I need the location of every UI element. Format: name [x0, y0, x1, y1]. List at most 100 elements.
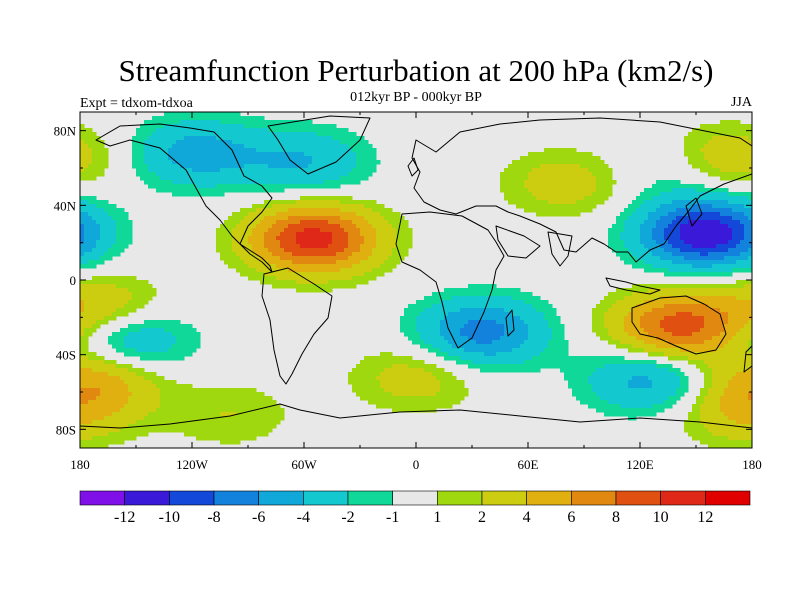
contour-cell — [464, 348, 513, 353]
contour-cell — [144, 156, 169, 161]
contour-cell — [512, 348, 545, 353]
contour-cell — [536, 212, 581, 217]
contour-cell — [512, 160, 605, 165]
contour-cell — [80, 132, 97, 137]
contour-cell — [168, 148, 257, 153]
contour-cell — [700, 168, 721, 173]
contour-cell — [684, 256, 725, 261]
contour-cell — [748, 396, 752, 401]
contour-cell — [744, 236, 752, 241]
contour-cell — [544, 148, 577, 153]
contour-cell — [704, 384, 713, 389]
contour-cell — [432, 372, 453, 377]
contour-cell — [356, 160, 381, 165]
contour-cell — [380, 372, 433, 377]
contour-cell — [588, 376, 633, 381]
contour-cell — [552, 328, 565, 333]
contour-cell — [80, 320, 97, 325]
contour-cell — [692, 436, 729, 441]
contour-cell — [92, 324, 101, 329]
contour-cell — [724, 392, 749, 397]
contour-cell — [292, 252, 337, 257]
contour-cell — [564, 376, 589, 381]
contour-cell — [296, 200, 341, 205]
contour-cell — [580, 400, 609, 405]
contour-cell — [500, 172, 529, 177]
contour-cell — [720, 308, 752, 313]
contour-cell — [656, 364, 673, 369]
contour-cell — [724, 388, 752, 393]
contour-cell — [552, 332, 565, 337]
contour-cell — [152, 132, 317, 137]
contour-cell — [252, 244, 265, 249]
contour-cell — [88, 164, 109, 169]
contour-cell — [536, 196, 585, 201]
contour-cell — [92, 248, 109, 253]
contour-cell — [656, 240, 669, 245]
contour-cell — [648, 352, 665, 357]
contour-cell — [80, 400, 89, 405]
contour-cell — [336, 260, 361, 265]
contour-cell — [660, 296, 737, 301]
contour-cell — [260, 220, 277, 225]
contour-cell — [280, 244, 301, 249]
contour-cell — [628, 332, 649, 337]
contour-cell — [112, 244, 129, 249]
contour-cell — [92, 156, 109, 161]
contour-cell — [132, 152, 145, 157]
contour-cell — [400, 320, 417, 325]
contour-cell — [100, 236, 117, 241]
contour-cell — [272, 204, 365, 209]
contour-cell — [652, 228, 665, 233]
contour-cell — [80, 420, 93, 425]
contour-cell — [544, 312, 557, 317]
contour-cell — [92, 436, 137, 441]
contour-cell — [668, 340, 705, 345]
contour-cell — [436, 392, 469, 397]
contour-cell — [128, 396, 161, 401]
contour-cell — [80, 264, 97, 269]
contour-cell — [264, 216, 289, 221]
contour-cell — [636, 256, 661, 261]
contour-cell — [136, 128, 157, 133]
contour-cell — [708, 428, 752, 433]
contour-cell — [248, 264, 277, 269]
contour-cell — [80, 344, 89, 349]
contour-cell — [132, 292, 157, 297]
contour-cell — [160, 396, 273, 401]
contour-cell — [628, 204, 641, 209]
contour-cell — [80, 312, 113, 317]
contour-cell — [220, 224, 237, 229]
contour-cell — [652, 232, 665, 237]
contour-cell — [116, 308, 137, 313]
contour-cell — [152, 116, 265, 121]
contour-cell — [616, 344, 633, 349]
contour-cell — [740, 328, 752, 333]
contour-cell — [172, 180, 325, 185]
contour-cell — [724, 328, 741, 333]
contour-cell — [700, 416, 729, 421]
contour-cell — [108, 340, 125, 345]
contour-cell — [640, 224, 657, 229]
contour-cell — [624, 244, 645, 249]
contour-cell — [236, 412, 285, 417]
colorbar-label: -6 — [252, 509, 265, 526]
contour-cell — [248, 212, 277, 217]
contour-cell — [708, 140, 752, 145]
contour-cell — [596, 180, 617, 185]
contour-cell — [512, 312, 545, 317]
contour-cell — [720, 396, 749, 401]
contour-cell — [644, 348, 681, 353]
contour-cell — [692, 404, 701, 409]
contour-cell — [228, 216, 245, 221]
contour-cell — [116, 236, 133, 241]
contour-cell — [612, 304, 637, 309]
contour-cell — [700, 368, 713, 373]
contour-cell — [252, 228, 269, 233]
contour-cell — [720, 212, 745, 217]
contour-cell — [700, 440, 752, 445]
contour-cell — [344, 248, 361, 253]
contour-cell — [268, 260, 293, 265]
contour-cell — [436, 352, 449, 357]
contour-cell — [88, 144, 105, 149]
